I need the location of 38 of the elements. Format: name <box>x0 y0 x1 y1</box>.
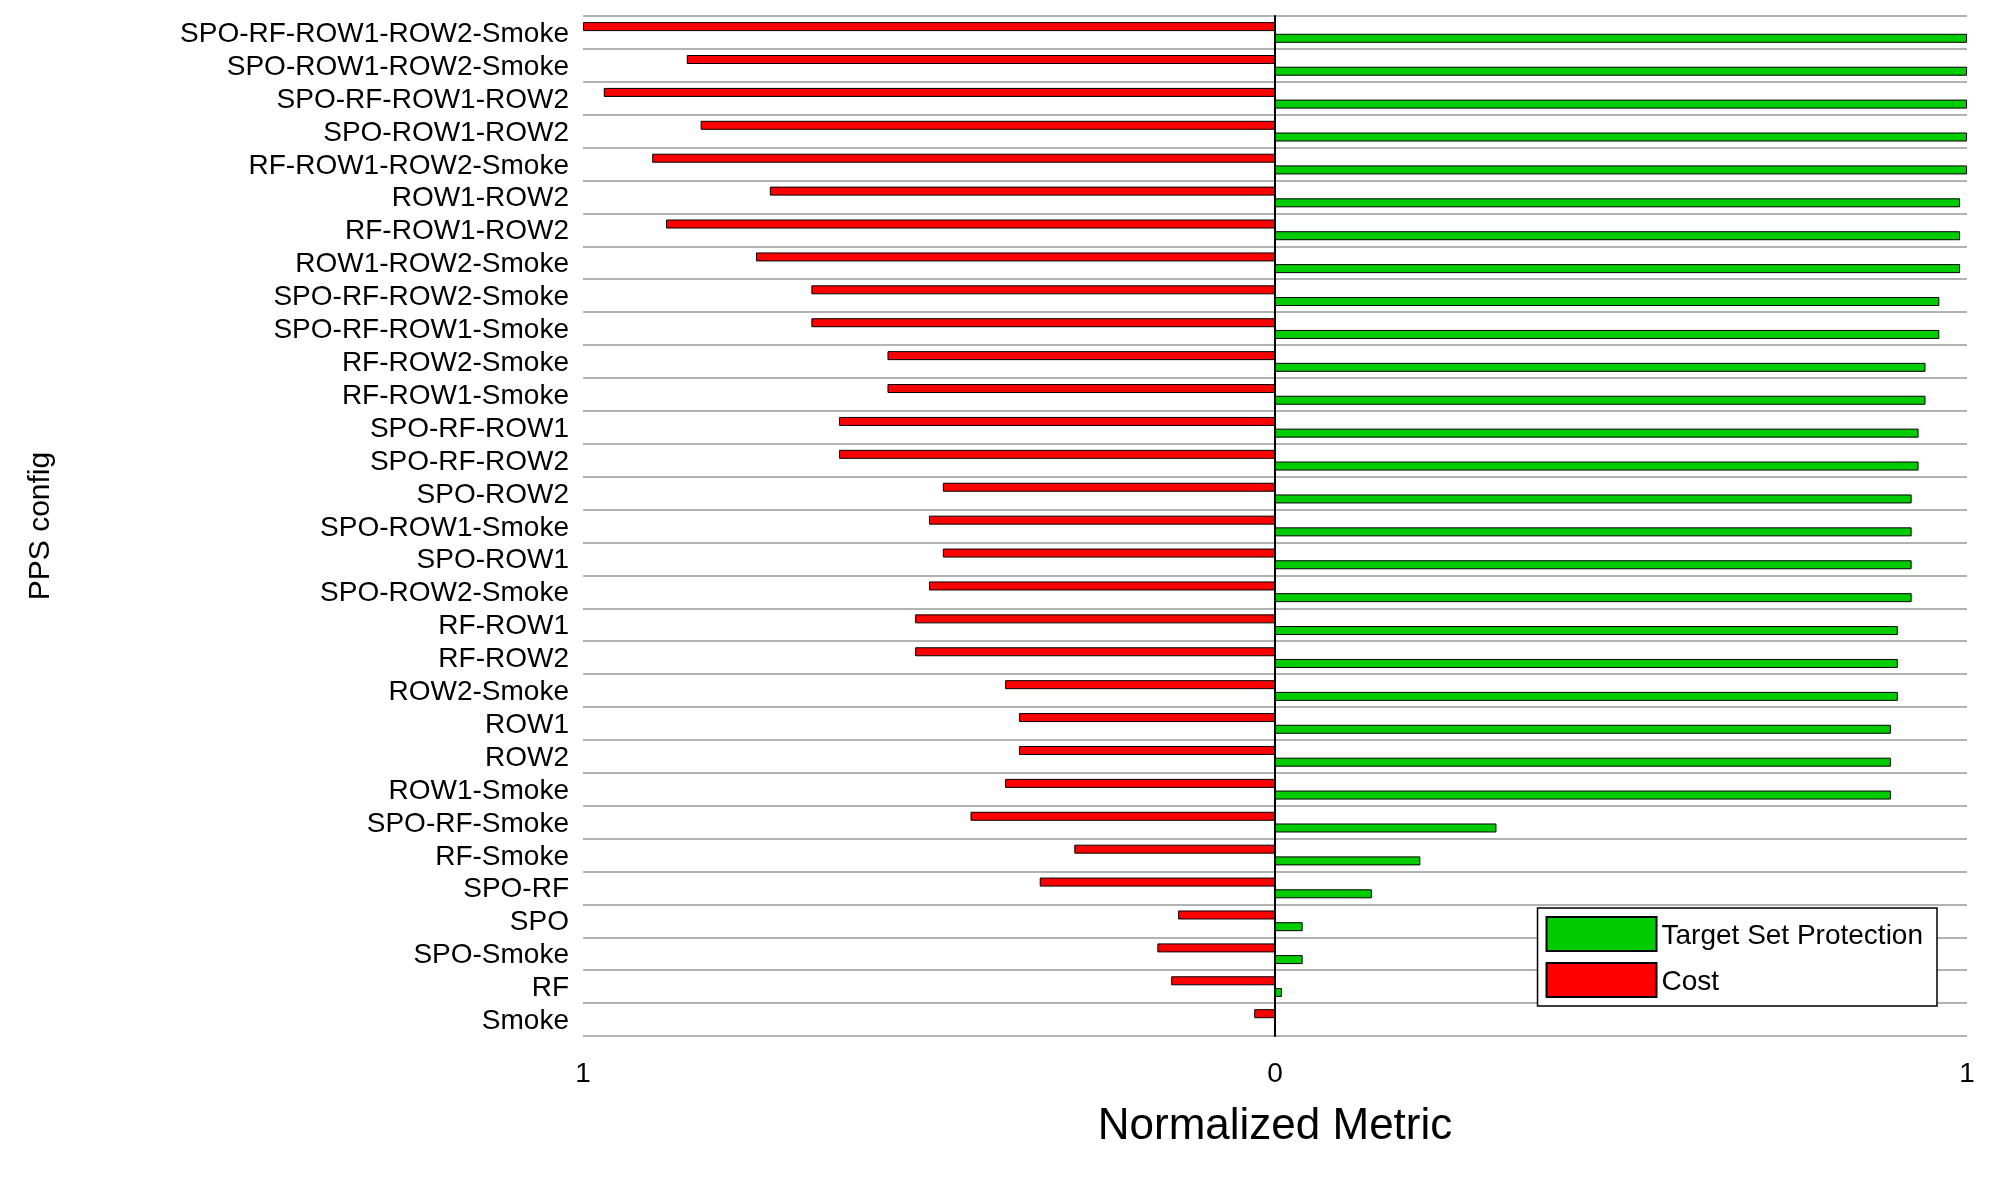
x-tick-label: 1 <box>1959 1056 1975 1088</box>
y-tick-label: SPO-RF-Smoke <box>366 806 569 838</box>
y-tick-label: ROW1-Smoke <box>388 773 569 805</box>
y-tick-label: SPO-RF-ROW1 <box>369 411 569 443</box>
legend-label: Target Set Protection <box>1661 918 1924 950</box>
legend-label: Cost <box>1661 964 1720 996</box>
y-tick-label: SPO-RF-ROW1-Smoke <box>273 313 569 345</box>
y-tick-label: SPO-ROW2-Smoke <box>320 576 569 608</box>
y-tick-label: RF-ROW2-Smoke <box>341 345 569 377</box>
y-tick-label: SPO <box>509 905 569 937</box>
y-tick-label: ROW1-ROW2-Smoke <box>295 247 569 279</box>
y-tick-label: RF-Smoke <box>435 839 569 871</box>
y-tick-label: ROW2-Smoke <box>388 675 569 707</box>
y-tick-label: SPO-RF-ROW1-ROW2-Smoke <box>180 16 569 48</box>
y-tick-label: ROW1-ROW2 <box>391 181 569 213</box>
y-axis-title: PPS config <box>21 451 55 601</box>
x-tick-label: 0 <box>1267 1056 1283 1088</box>
y-tick-label: RF-ROW1 <box>438 609 569 641</box>
y-tick-label: SPO-ROW1-ROW2 <box>323 115 569 147</box>
y-tick-label: SPO-RF <box>463 872 569 904</box>
y-tick-label: RF-ROW1-ROW2 <box>345 214 569 246</box>
y-tick-label: SPO-ROW1-ROW2-Smoke <box>226 49 569 81</box>
y-tick-label: SPO-RF-ROW2-Smoke <box>273 280 569 312</box>
y-tick-label: RF-ROW2 <box>438 642 569 674</box>
y-tick-label: SPO-ROW1-Smoke <box>320 510 569 542</box>
y-tick-label: ROW2 <box>485 740 569 772</box>
y-tick-label: SPO-RF-ROW1-ROW2 <box>276 82 569 114</box>
y-tick-label: ROW1 <box>485 707 569 739</box>
y-tick-label: SPO-ROW2 <box>416 477 569 509</box>
y-tick-label: SPO-RF-ROW2 <box>369 444 569 476</box>
x-axis-title: Normalized Metric <box>1097 1098 1453 1148</box>
y-tick-label: SPO-Smoke <box>413 938 569 970</box>
y-tick-label: RF-ROW1-ROW2-Smoke <box>248 148 569 180</box>
y-tick-label: RF <box>531 971 569 1003</box>
y-tick-label: RF-ROW1-Smoke <box>341 378 569 410</box>
y-tick-label: Smoke <box>481 1004 569 1036</box>
y-tick-label: SPO-ROW1 <box>416 543 569 575</box>
x-tick-label: 1 <box>575 1056 591 1088</box>
